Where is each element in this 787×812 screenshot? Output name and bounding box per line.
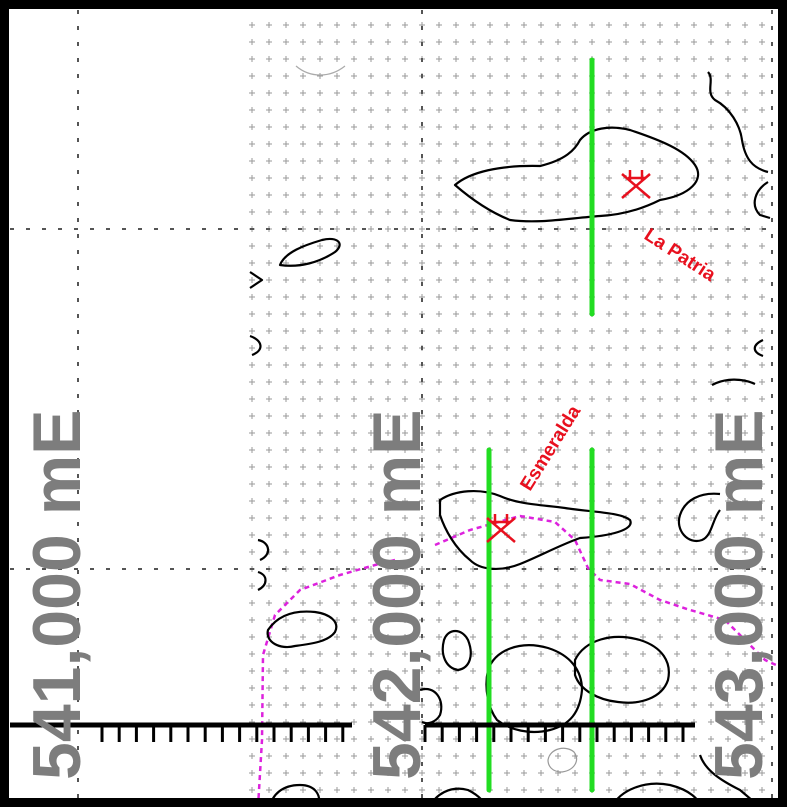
contour-lines bbox=[249, 65, 771, 808]
contour-east-top bbox=[707, 71, 771, 220]
contour-esmeralda bbox=[438, 489, 632, 570]
contour-small-1 bbox=[278, 237, 341, 267]
contour-small-2 bbox=[266, 610, 338, 649]
contour-lower-east bbox=[573, 635, 670, 704]
contour-edge-1 bbox=[249, 271, 264, 289]
easting-label-543000: 543,000 mE bbox=[701, 409, 777, 780]
esmeralda-marker-icon bbox=[486, 514, 516, 543]
easting-label-542000: 542,000 mE bbox=[359, 409, 435, 780]
contour-top-faint bbox=[295, 65, 346, 76]
contour-edge-2 bbox=[249, 334, 262, 357]
contour-small-3 bbox=[441, 629, 472, 672]
contour-bottom-west bbox=[268, 783, 321, 808]
contour-bottom-faint bbox=[547, 747, 578, 773]
contour-east-low bbox=[677, 492, 721, 543]
scale-bar-ticks bbox=[100, 725, 685, 742]
contour-lower-west bbox=[485, 644, 584, 734]
contour-edge-3 bbox=[753, 338, 764, 358]
la-patria-marker-icon bbox=[621, 170, 651, 199]
contour-edge-5 bbox=[257, 570, 267, 591]
easting-label-541000: 541,000 mE bbox=[19, 409, 95, 780]
survey-lines bbox=[486, 57, 595, 793]
major-grid bbox=[10, 10, 780, 800]
contour-east-mid bbox=[711, 378, 756, 386]
contour-edge-4 bbox=[257, 538, 270, 562]
contour-la-patria bbox=[453, 126, 700, 223]
scale-bar bbox=[10, 722, 695, 742]
